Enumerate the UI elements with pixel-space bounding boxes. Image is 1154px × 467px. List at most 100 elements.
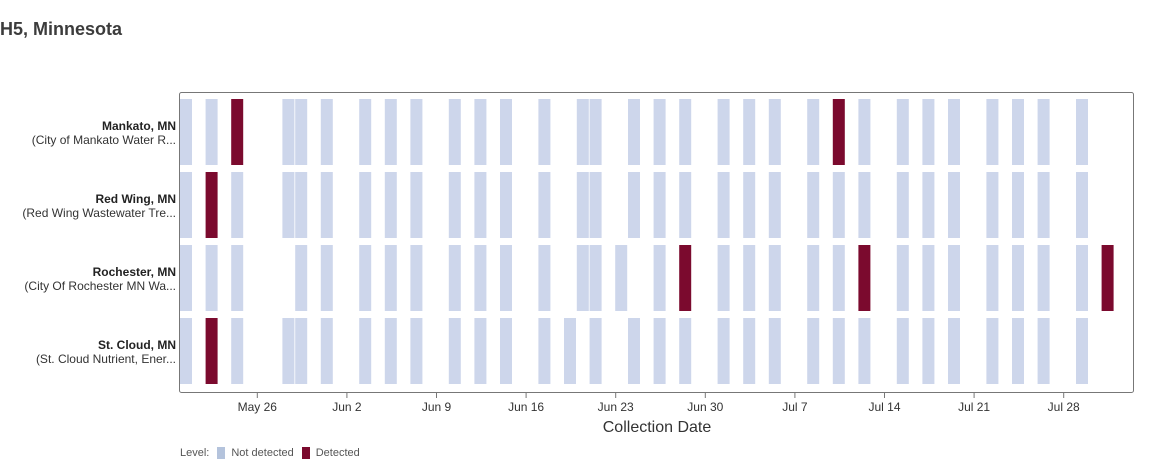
heatmap-cell xyxy=(743,245,756,311)
heatmap-cell xyxy=(717,172,730,238)
heatmap-cell xyxy=(205,245,218,311)
heatmap-cell xyxy=(500,99,512,165)
heatmap-cell xyxy=(205,99,218,165)
heatmap-cell xyxy=(807,172,820,238)
x-tick-label: Jun 16 xyxy=(508,400,544,414)
heatmap-cell xyxy=(807,99,820,165)
heatmap-cell xyxy=(474,99,487,165)
heatmap-cell xyxy=(922,318,935,384)
x-tick-label: Jul 14 xyxy=(868,400,900,414)
heatmap-cell xyxy=(448,99,461,165)
heatmap-cell xyxy=(615,245,628,311)
heatmap-cell xyxy=(500,172,512,238)
heatmap-cell xyxy=(1012,245,1024,311)
heatmap-cell xyxy=(295,318,308,384)
heatmap-cell xyxy=(896,99,909,165)
heatmap-cell xyxy=(564,318,576,384)
page-title: H5, Minnesota xyxy=(0,19,123,39)
heatmap-cell xyxy=(679,172,692,238)
site-label-st-cloud: St. Cloud, MN (St. Cloud Nutrient, Ener.… xyxy=(36,338,176,366)
heatmap-cell xyxy=(500,245,512,311)
heatmap-cell xyxy=(384,99,397,165)
heatmap-cell xyxy=(1076,318,1088,384)
heatmap-cell xyxy=(717,318,730,384)
heatmap-cell xyxy=(986,245,999,311)
heatmap-cell xyxy=(922,99,935,165)
heatmap-cell xyxy=(538,245,551,311)
site-label-mankato: Mankato, MN (City of Mankato Water R... xyxy=(32,119,176,147)
heatmap-cell xyxy=(922,245,935,311)
heatmap-cell xyxy=(1076,245,1088,311)
heatmap-cell xyxy=(282,99,295,165)
heatmap-cell xyxy=(896,172,909,238)
heatmap-cell xyxy=(986,99,999,165)
heatmap-cell xyxy=(205,318,218,384)
x-tick-label: Jul 28 xyxy=(1048,400,1080,414)
heatmap-cell xyxy=(948,99,960,165)
heatmap-cell xyxy=(922,172,935,238)
heatmap-cell xyxy=(448,245,461,311)
heatmap-cell xyxy=(768,99,781,165)
heatmap-cell xyxy=(359,318,372,384)
heatmap-cell xyxy=(180,318,192,384)
site-label-red-wing: Red Wing, MN (Red Wing Wastewater Tre... xyxy=(22,192,176,220)
heatmap-cell xyxy=(1076,99,1088,165)
legend-swatch-detected xyxy=(301,447,310,459)
legend-swatch-not-detected xyxy=(217,447,226,459)
site-facility: (St. Cloud Nutrient, Ener... xyxy=(35,352,176,366)
site-facility: (Red Wing Wastewater Tre... xyxy=(22,206,176,220)
heatmap-cell xyxy=(768,318,781,384)
site-facility: (City Of Rochester MN Wa... xyxy=(24,279,176,293)
heatmap-cell xyxy=(320,245,333,311)
chart-cells xyxy=(180,99,1114,384)
legend: Level: Not detected Detected xyxy=(180,447,360,459)
heatmap-cell xyxy=(832,318,845,384)
heatmap-cell xyxy=(538,172,551,238)
heatmap-cell xyxy=(448,172,461,238)
heatmap-cell xyxy=(628,172,640,238)
heatmap-cell xyxy=(359,172,372,238)
legend-item-not-detected: Not detected xyxy=(231,447,294,459)
x-axis: May 26 Jun 2 Jun 9 Jun 16 Jun 23 Jun 30 Jul 7 J… xyxy=(238,393,1080,414)
site-name: Rochester, MN xyxy=(92,265,176,279)
heatmap-cell xyxy=(180,172,192,238)
heatmap-cell xyxy=(948,172,960,238)
x-tick-label: Jun 23 xyxy=(598,400,634,414)
heatmap-cell xyxy=(858,245,871,311)
site-name: St. Cloud, MN xyxy=(98,338,176,352)
heatmap-cell xyxy=(180,99,192,165)
heatmap-cell xyxy=(896,245,909,311)
heatmap-cell xyxy=(295,99,308,165)
heatmap-cell xyxy=(474,318,487,384)
heatmap-cell xyxy=(653,99,666,165)
heatmap-cell xyxy=(768,172,781,238)
heatmap-cell xyxy=(231,172,244,238)
heatmap-cell xyxy=(282,172,295,238)
heatmap-cell xyxy=(231,99,244,165)
x-axis-title: Collection Date xyxy=(603,419,712,436)
heatmap-cell xyxy=(743,318,756,384)
heatmap-cell xyxy=(858,99,871,165)
heatmap-cell xyxy=(474,172,487,238)
chart: May 26 Jun 2 Jun 9 Jun 16 Jun 23 Jun 30 Jul 7 J… xyxy=(179,92,1134,436)
heatmap-cell xyxy=(205,172,218,238)
heatmap-cell xyxy=(320,99,333,165)
heatmap-cell xyxy=(1012,172,1024,238)
heatmap-cell xyxy=(589,318,602,384)
heatmap-cell xyxy=(807,318,820,384)
heatmap-cell xyxy=(986,318,999,384)
heatmap-cell xyxy=(538,318,551,384)
x-tick-label: Jul 7 xyxy=(782,400,808,414)
heatmap-cell xyxy=(679,318,692,384)
heatmap-cell xyxy=(768,245,781,311)
heatmap-cell xyxy=(653,318,666,384)
heatmap-cell xyxy=(576,99,589,165)
heatmap-cell xyxy=(832,172,845,238)
x-tick-label: Jul 21 xyxy=(958,400,990,414)
heatmap-cell xyxy=(832,99,845,165)
heatmap-cell xyxy=(1037,99,1050,165)
heatmap-cell xyxy=(743,99,756,165)
heatmap-cell xyxy=(858,172,871,238)
heatmap-cell xyxy=(474,245,487,311)
heatmap-cell xyxy=(589,245,602,311)
